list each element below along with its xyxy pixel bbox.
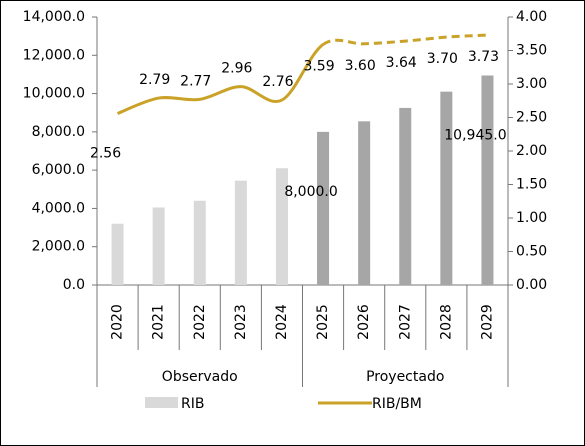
line-connector	[281, 43, 325, 102]
line-value-label: 2.79	[139, 72, 170, 88]
bar	[193, 200, 206, 285]
bar	[481, 75, 494, 285]
y-tick-label: 8,000.0	[32, 124, 85, 140]
x-tick-label: 2021	[151, 304, 167, 340]
x-tick-label: 2027	[397, 304, 413, 340]
group-label: Observado	[162, 369, 238, 385]
legend-swatch	[145, 397, 178, 408]
x-tick-label: 2023	[233, 304, 249, 340]
line-value-label: 3.60	[345, 58, 376, 74]
group-label: Proyectado	[366, 369, 444, 385]
y-tick-label: 14,000.0	[23, 9, 85, 25]
y-tick-label: 2,000.0	[32, 239, 85, 255]
y2-tick-label: 2.50	[516, 110, 547, 126]
y2-tick-label: 0.00	[516, 277, 547, 293]
line-value-label: 3.70	[427, 51, 458, 67]
line-value-label: 2.76	[262, 74, 293, 90]
legend-label: RIB/BM	[372, 396, 422, 412]
y2-tick-label: 1.00	[516, 210, 547, 226]
line-series	[117, 85, 283, 115]
line-value-label: 2.96	[221, 61, 252, 77]
x-tick-label: 2026	[356, 304, 372, 340]
y2-tick-label: 1.50	[516, 177, 547, 193]
line-value-label: 2.77	[180, 73, 211, 89]
bar	[317, 131, 330, 285]
y-tick-label: 6,000.0	[32, 162, 85, 178]
bar	[152, 207, 165, 285]
line-value-label: 3.64	[386, 55, 417, 71]
line-value-label: 3.73	[468, 49, 499, 65]
x-tick-label: 2024	[274, 304, 290, 340]
y2-tick-label: 0.50	[516, 244, 547, 260]
y-tick-label: 12,000.0	[23, 47, 85, 63]
y2-tick-label: 2.00	[516, 143, 547, 159]
bar	[399, 107, 412, 285]
x-tick-label: 2029	[479, 304, 495, 340]
bar	[440, 91, 453, 286]
bar	[275, 168, 288, 285]
bar-value-label: 10,945.0	[444, 127, 506, 143]
bar-value-label: 8,000.0	[284, 184, 337, 200]
y2-tick-label: 4.00	[516, 9, 547, 25]
y-tick-label: 4,000.0	[32, 200, 85, 216]
bar	[234, 180, 247, 285]
x-tick-label: 2028	[438, 304, 454, 340]
y-tick-label: 0.0	[63, 277, 85, 293]
x-tick-label: 2020	[110, 304, 126, 340]
x-tick-label: 2025	[315, 304, 331, 340]
y2-tick-label: 3.00	[516, 76, 547, 92]
bar	[358, 121, 371, 285]
bar	[111, 223, 124, 285]
x-tick-label: 2022	[192, 304, 208, 340]
line-series	[322, 33, 488, 46]
y2-tick-label: 3.50	[516, 43, 547, 59]
line-value-label: 3.59	[303, 58, 334, 74]
y-tick-label: 10,000.0	[23, 86, 85, 102]
line-value-label: 2.56	[90, 145, 121, 161]
legend-label: RIB	[181, 396, 204, 412]
